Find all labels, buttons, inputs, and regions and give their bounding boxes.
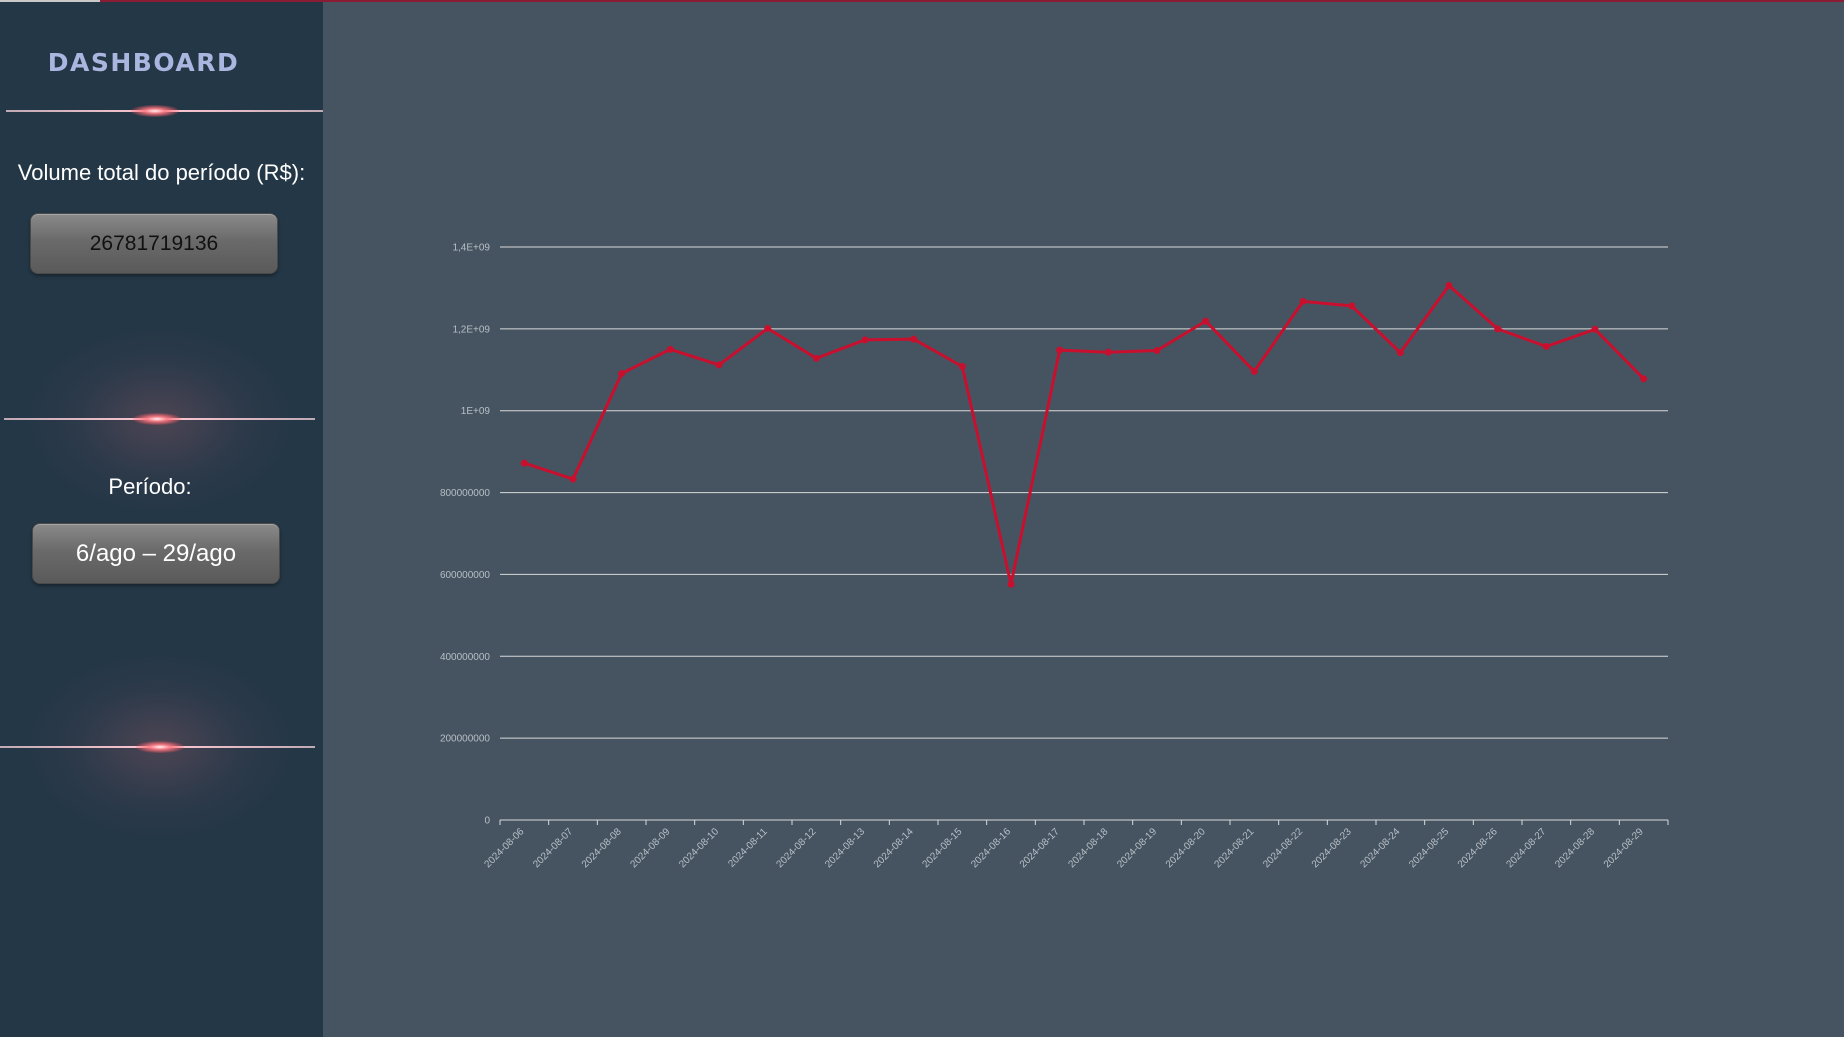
x-tick-label: 2024-08-20 (1164, 826, 1208, 870)
x-tick-label: 2024-08-19 (1115, 826, 1159, 870)
x-tick-label: 2024-08-16 (969, 826, 1013, 870)
chart-area: 0 200000000 400000000 600000000 800000000 1E+… (323, 0, 1844, 1037)
data-point[interactable] (715, 361, 723, 369)
x-tick-label: 2024-08-14 (872, 826, 916, 870)
period-value: 6/ago – 29/ago (75, 539, 237, 567)
x-tick-label: 2024-08-29 (1602, 826, 1646, 870)
data-point[interactable] (1591, 325, 1599, 333)
y-tick-label: 1E+09 (461, 406, 491, 417)
x-tick-label: 2024-08-17 (1018, 826, 1062, 870)
x-tick-label: 2024-08-07 (531, 826, 575, 870)
y-tick-label: 800000000 (440, 488, 490, 499)
divider-2-glow (133, 413, 181, 425)
x-tick-label: 2024-08-10 (677, 826, 721, 870)
data-point[interactable] (1299, 297, 1307, 305)
top-border (0, 0, 1844, 2)
volume-value-box: 26781719136 (30, 213, 278, 274)
data-point[interactable] (1202, 317, 1210, 325)
data-point[interactable] (1494, 325, 1502, 333)
x-tick-label: 2024-08-25 (1407, 826, 1451, 870)
x-tick-label: 2024-08-28 (1553, 826, 1597, 870)
data-point[interactable] (569, 475, 577, 483)
x-tick-label: 2024-08-22 (1261, 826, 1305, 870)
x-tick-label: 2024-08-06 (483, 826, 527, 870)
top-border-accent (0, 0, 100, 2)
data-point[interactable] (1007, 580, 1015, 588)
volume-value: 26781719136 (89, 231, 219, 255)
x-tick-label: 2024-08-11 (726, 826, 770, 870)
x-tick-label: 2024-08-18 (1067, 826, 1111, 870)
data-point[interactable] (1640, 375, 1648, 383)
x-tick-label: 2024-08-26 (1456, 826, 1500, 870)
data-point[interactable] (1056, 346, 1064, 354)
data-point[interactable] (958, 363, 966, 371)
dashboard-title: DASHBOARD (47, 48, 240, 77)
data-point[interactable] (666, 345, 674, 353)
y-tick-label: 0 (484, 816, 490, 827)
data-point[interactable] (1542, 342, 1550, 350)
divider-3-glow (136, 741, 184, 753)
x-tick-label: 2024-08-15 (921, 826, 965, 870)
data-point[interactable] (1445, 281, 1453, 289)
data-point[interactable] (764, 324, 772, 332)
x-tick-label: 2024-08-13 (823, 826, 867, 870)
y-tick-label: 200000000 (440, 734, 490, 745)
series-line (522, 284, 1646, 586)
x-tick-label: 2024-08-23 (1310, 826, 1354, 870)
y-tick-label: 600000000 (440, 570, 490, 581)
line-chart: 0 200000000 400000000 600000000 800000000 1E+… (440, 243, 1669, 870)
data-point[interactable] (1104, 348, 1112, 356)
data-point[interactable] (910, 335, 918, 343)
y-tick-label: 1,4E+09 (452, 243, 490, 254)
period-label: Período: (108, 474, 192, 499)
divider-1-glow (131, 105, 179, 117)
sidebar: DASHBOARD Volume total do período (R$): … (0, 0, 323, 1037)
data-point[interactable] (861, 336, 869, 344)
x-tick-label: 2024-08-27 (1505, 826, 1549, 870)
period-value-box: 6/ago – 29/ago (32, 523, 280, 584)
x-tick-label: 2024-08-21 (1213, 826, 1257, 870)
y-tick-label: 1,2E+09 (452, 324, 490, 335)
data-point[interactable] (1348, 302, 1356, 310)
data-point[interactable] (1250, 367, 1258, 375)
data-point[interactable] (520, 459, 528, 467)
volume-label: Volume total do período (R$): (17, 160, 306, 185)
data-point[interactable] (618, 369, 626, 377)
x-tick-label: 2024-08-08 (580, 826, 624, 870)
data-point[interactable] (1153, 347, 1161, 355)
x-tick-label: 2024-08-09 (629, 826, 673, 870)
data-point[interactable] (1396, 349, 1404, 357)
y-tick-label: 400000000 (440, 652, 490, 663)
data-point[interactable] (812, 354, 820, 362)
x-tick-label: 2024-08-12 (775, 826, 819, 870)
x-tick-label: 2024-08-24 (1359, 826, 1403, 870)
